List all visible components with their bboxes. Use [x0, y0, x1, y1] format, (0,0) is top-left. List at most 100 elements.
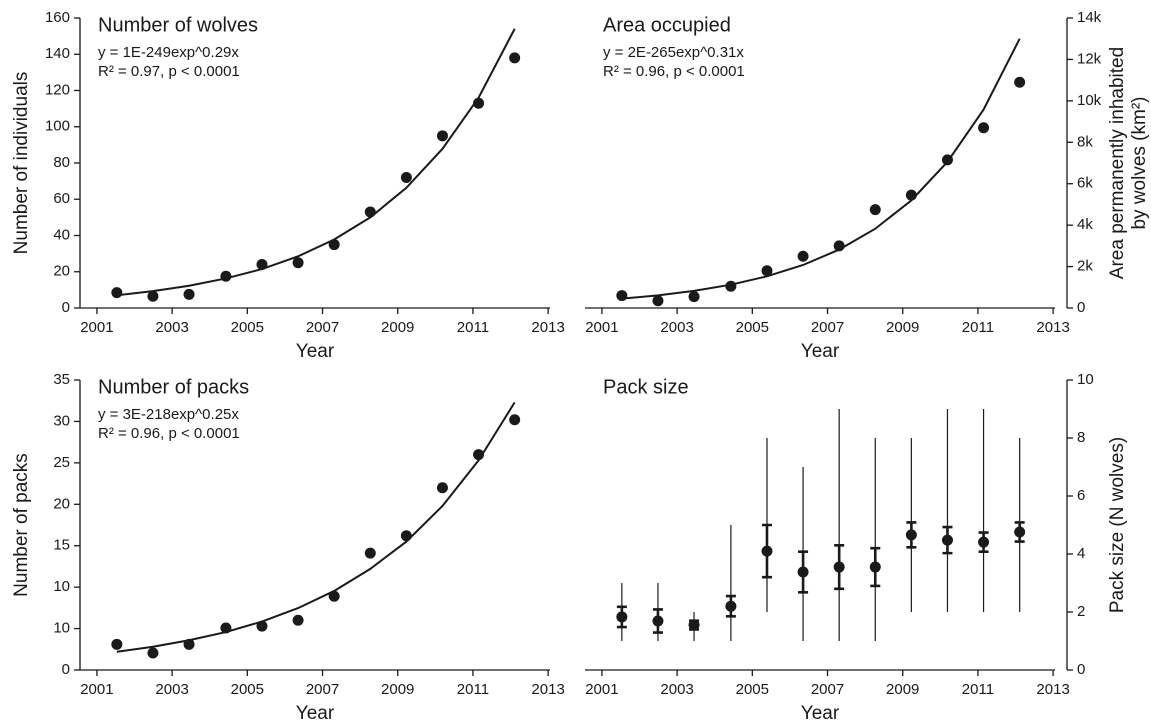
- data-point: [364, 547, 376, 559]
- y-tick-label: 4k: [1077, 216, 1093, 233]
- data-point: [616, 611, 628, 623]
- y-tick-label: 35: [53, 371, 70, 388]
- data-point: [797, 566, 809, 578]
- y-tick-label: 100: [45, 118, 70, 135]
- x-tick-label: 2005: [231, 681, 264, 698]
- x-tick-label: 2007: [306, 681, 339, 698]
- data-point: [220, 622, 232, 634]
- y-tick-label: 80: [53, 154, 70, 171]
- data-point: [725, 280, 737, 292]
- data-point: [509, 414, 521, 426]
- y-tick-label: 6k: [1077, 175, 1093, 192]
- x-axis-title: Year: [296, 341, 335, 362]
- x-tick-label: 2013: [531, 319, 564, 336]
- data-point: [688, 619, 700, 631]
- x-tick-label: 2009: [381, 319, 414, 336]
- y-tick-label: 140: [45, 45, 70, 62]
- x-tick-label: 2013: [531, 681, 564, 698]
- y-axis-title: Pack size (N wolves): [1107, 437, 1128, 613]
- data-point: [364, 206, 376, 218]
- y-tick-label: 0: [1077, 299, 1085, 316]
- data-point: [905, 189, 917, 201]
- data-point: [220, 270, 232, 282]
- data-point: [111, 287, 123, 299]
- x-tick-label: 2007: [811, 319, 844, 336]
- y-axis-title: Area permanently inhabited: [1107, 47, 1128, 279]
- fit-stats: R² = 0.96, p < 0.0001: [603, 63, 745, 80]
- data-point: [1014, 76, 1026, 88]
- x-tick-label: 2011: [457, 319, 489, 336]
- x-tick-label: 2011: [962, 681, 994, 698]
- trend-line: [621, 38, 1021, 300]
- x-axis-title: Year: [801, 341, 840, 362]
- y-tick-label: 25: [53, 454, 70, 471]
- x-tick-label: 2001: [80, 681, 113, 698]
- data-point: [473, 449, 485, 461]
- y-tick-label: 0: [62, 299, 70, 316]
- data-point: [292, 257, 304, 269]
- x-tick-label: 2003: [155, 681, 188, 698]
- x-axis-title: Year: [801, 703, 840, 724]
- x-tick-label: 2007: [811, 681, 844, 698]
- data-point: [1014, 526, 1026, 538]
- x-axis-title: Year: [296, 703, 335, 724]
- y-axis-title: Number of individuals: [11, 72, 32, 255]
- fit-stats: R² = 0.97, p < 0.0001: [98, 63, 240, 80]
- data-point: [833, 240, 845, 252]
- y-tick-label: 10k: [1077, 92, 1102, 109]
- y-tick-label: 30: [53, 412, 70, 429]
- data-point: [147, 647, 159, 659]
- panel-title: Pack size: [603, 376, 689, 398]
- x-tick-label: 2011: [962, 319, 994, 336]
- y-tick-label: 2k: [1077, 258, 1093, 275]
- fit-stats: R² = 0.96, p < 0.0001: [98, 425, 240, 442]
- y-tick-label: 20: [53, 495, 70, 512]
- equation: y = 2E-265exp^0.31x: [603, 44, 744, 61]
- y-tick-label: 4: [1077, 545, 1085, 562]
- x-tick-label: 2013: [1036, 319, 1069, 336]
- x-tick-label: 2007: [306, 319, 339, 336]
- trend-line: [116, 28, 516, 297]
- data-point: [905, 529, 917, 541]
- x-tick-label: 2011: [457, 681, 489, 698]
- data-point: [652, 295, 664, 307]
- data-point: [292, 614, 304, 626]
- data-point: [833, 561, 845, 573]
- x-tick-label: 2005: [231, 319, 264, 336]
- data-point: [978, 122, 990, 134]
- x-tick-label: 2013: [1036, 681, 1069, 698]
- data-point: [256, 259, 268, 270]
- data-point: [688, 291, 700, 303]
- y-tick-label: 12k: [1077, 50, 1102, 67]
- x-tick-label: 2009: [886, 681, 919, 698]
- x-tick-label: 2003: [155, 319, 188, 336]
- y-tick-label: 15: [53, 537, 70, 554]
- data-point: [761, 545, 773, 557]
- y-tick-label: 20: [53, 263, 70, 280]
- y-tick-label: 120: [45, 81, 70, 98]
- y-axis-title: by wolves (km²): [1129, 96, 1150, 229]
- data-point: [797, 250, 809, 262]
- data-point: [400, 172, 412, 183]
- data-point: [941, 534, 953, 546]
- data-point: [509, 52, 521, 64]
- y-tick-label: 10: [53, 578, 70, 595]
- y-tick-label: 8k: [1077, 133, 1093, 150]
- x-tick-label: 2003: [660, 681, 693, 698]
- data-point: [725, 600, 737, 612]
- data-point: [147, 290, 159, 302]
- data-point: [941, 154, 953, 166]
- x-tick-label: 2009: [886, 319, 919, 336]
- data-point: [400, 530, 412, 542]
- x-tick-label: 2003: [660, 319, 693, 336]
- data-point: [869, 561, 881, 573]
- data-point: [978, 536, 990, 548]
- y-tick-label: 6: [1077, 487, 1085, 504]
- x-tick-label: 2005: [736, 681, 769, 698]
- data-point: [652, 615, 664, 627]
- data-point: [183, 288, 195, 300]
- data-point: [761, 265, 773, 277]
- data-point: [616, 290, 628, 302]
- data-point: [256, 620, 268, 632]
